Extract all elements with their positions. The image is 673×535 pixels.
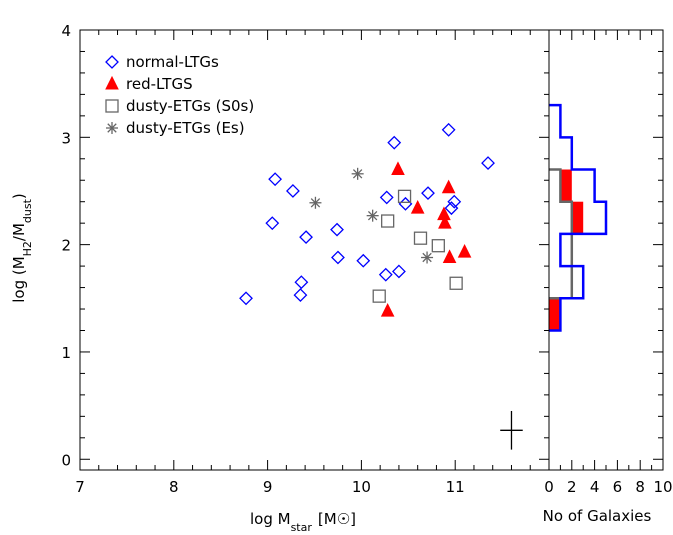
error-bar [500,410,523,450]
x-axis-label: log Mstar [M☉] [250,510,356,534]
data-point [397,189,412,203]
legend-label: dusty-ETGs (Es) [126,119,245,137]
data-point [421,251,434,264]
data-point [431,239,445,253]
data-point [286,184,300,198]
data-point [378,267,393,282]
data-point [444,201,459,216]
x-axis-label-unit: [M [318,510,337,528]
data-point [398,196,413,211]
y-axis-label-c: /M [10,223,28,241]
data-point [268,172,283,187]
data-point [379,190,394,205]
histogram-x-axis-label: No of Galaxies [543,507,652,525]
y-tick-label: 1 [61,344,71,362]
x-axis-label-sub: star [291,521,313,534]
data-point [239,291,253,306]
hist-x-tick-label: 4 [590,478,600,496]
main-scatter-plot: 7 8 9 10 11 0 1 2 3 4 [61,22,550,496]
y-axis-label-e: ) [10,193,28,199]
hist-x-tick-label: 2 [567,478,577,496]
data-point [481,156,495,170]
y-tick-label: 0 [61,451,71,469]
legend-marker [105,75,119,90]
data-point [351,167,364,180]
x-tick-label: 10 [352,478,371,496]
legend-label: dusty-ETGs (S0s) [126,97,254,115]
x-tick-label: 7 [75,478,85,496]
x-tick-label: 9 [263,478,273,496]
data-point [391,161,405,176]
legend-marker [105,55,119,69]
legend-marker [105,99,119,113]
data-point [372,289,386,303]
data-point [309,196,322,209]
data-point [447,194,462,209]
histogram-tick-labels: 0 2 4 6 8 10 [544,478,672,496]
data-point [380,303,395,317]
hist-x-tick-label: 0 [544,478,554,496]
data-point [421,186,435,201]
data-point [449,276,463,290]
data-point [330,222,344,237]
main-plot-frame [79,29,550,471]
data-point [438,215,452,229]
data-point [392,264,406,279]
y-tick-label: 2 [61,237,71,255]
x-tick-label: 8 [169,478,179,496]
data-point [381,214,395,228]
data-point [293,288,308,302]
data-point [413,231,428,245]
x-tick-label: 11 [446,478,465,496]
data-point [294,275,309,290]
legend-label: normal-LTGs [126,53,219,71]
y-tick-label: 4 [61,22,71,40]
hist-outline-normal [549,103,608,332]
data-point [265,216,280,231]
data-point [441,179,456,194]
data-point [387,135,402,150]
hist-x-tick-label: 10 [653,478,672,496]
hist-x-tick-label: 8 [635,478,645,496]
y-axis-label-a: log (M [10,256,28,302]
data-point [441,122,456,137]
y-axis-label-b: H2 [21,241,34,256]
y-axis-label-d: dust [21,198,34,223]
y-tick-label: 3 [61,129,71,147]
main-tick-labels: 7 8 9 10 11 0 1 2 3 4 [61,22,464,496]
data-point [410,200,425,214]
legend: normal-LTGs red-LTGS dusty-ETGs (S0s) dusty… [105,53,254,137]
data-point [331,250,345,265]
hist-x-tick-label: 6 [613,478,623,496]
x-axis-label-unit-end: ] [350,510,356,528]
data-point [457,244,472,258]
legend-label: red-LTGS [126,75,193,93]
sun-symbol: ☉ [337,510,350,528]
data-point [442,249,457,264]
main-ticks [79,29,550,470]
data-points [239,122,495,317]
histogram-bars [549,103,608,332]
data-point [366,209,379,222]
data-point [299,230,313,245]
histogram-ticks [548,29,664,470]
data-point [356,253,371,268]
x-axis-label-main: log M [250,510,291,528]
histogram-panel: 0 2 4 6 8 10 [544,29,673,496]
y-axis-label: log (MH2/Mdust) [10,193,34,303]
legend-marker [106,122,118,134]
